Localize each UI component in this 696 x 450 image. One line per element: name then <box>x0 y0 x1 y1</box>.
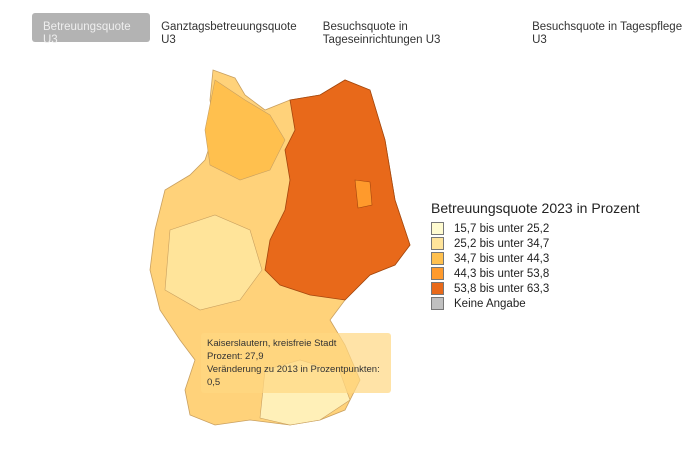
tooltip-region-name: Kaiserslautern, kreisfreie Stadt <box>207 338 337 349</box>
tooltip-value: Prozent: 27,9 <box>207 351 264 362</box>
legend-item: 53,8 bis unter 63,3 <box>431 281 640 296</box>
legend-label: 53,8 bis unter 63,3 <box>454 282 550 295</box>
legend-label: 25,2 bis unter 34,7 <box>454 237 550 250</box>
legend-title: Betreuungsquote 2023 in Prozent <box>431 200 640 216</box>
region-east[interactable] <box>264 79 411 301</box>
legend-label: 15,7 bis unter 25,2 <box>454 222 550 235</box>
legend-swatch <box>431 282 444 295</box>
tab-ganztagsbetreuungsquote[interactable]: Ganztagsbetreuungsquote U3 <box>161 21 297 46</box>
legend-item: 44,3 bis unter 53,8 <box>431 266 640 281</box>
tab-betreuungsquote[interactable]: Betreuungsquote U3 <box>32 13 151 46</box>
region-east-medium[interactable] <box>354 179 373 209</box>
legend-item: 25,2 bis unter 34,7 <box>431 236 640 251</box>
legend-label: 44,3 bis unter 53,8 <box>454 267 550 280</box>
region-bright[interactable] <box>204 79 286 181</box>
legend-label: 34,7 bis unter 44,3 <box>454 252 550 265</box>
legend-swatch <box>431 237 444 250</box>
tooltip-change: Veränderung zu 2013 in Prozentpunkten: 0… <box>207 364 380 388</box>
legend-swatch <box>431 252 444 265</box>
legend-swatch <box>431 297 444 310</box>
legend-item: 15,7 bis unter 25,2 <box>431 221 640 236</box>
legend-label: Keine Angabe <box>454 297 526 310</box>
legend-swatch <box>431 267 444 280</box>
legend-item: 34,7 bis unter 44,3 <box>431 251 640 266</box>
map-legend: Betreuungsquote 2023 in Prozent 15,7 bis… <box>431 200 640 311</box>
tab-besuchsquote-tageseinrichtungen[interactable]: Besuchsquote in Tageseinrichtungen U3 <box>322 21 441 46</box>
tab-besuchsquote-tagespflege[interactable]: Besuchsquote in Tagespflege U3 <box>532 21 683 46</box>
legend-swatch <box>431 222 444 235</box>
region-tooltip: Kaiserslautern, kreisfreie Stadt Prozent… <box>201 333 391 393</box>
legend-item: Keine Angabe <box>431 296 640 311</box>
region-north-light[interactable] <box>164 214 263 311</box>
tab-bar: Betreuungsquote U3 Ganztagsbetreuungsquo… <box>32 13 696 46</box>
